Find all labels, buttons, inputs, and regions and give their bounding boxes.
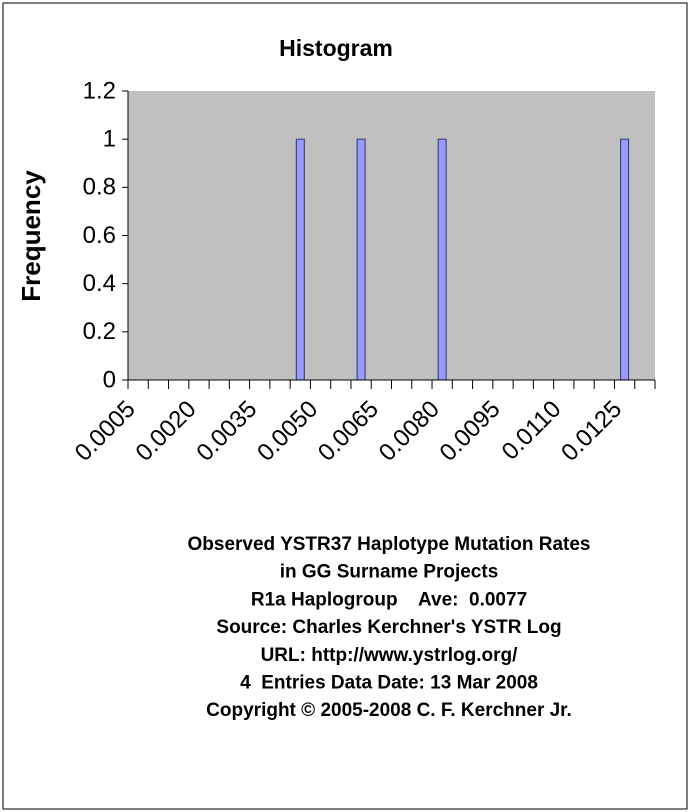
note: 4 Entries Data Date: 13 Mar 2008 (240, 673, 538, 694)
note: R1a Haplogroup Ave: 0.0077 (251, 589, 527, 610)
y-tick-label: 0.6 (83, 222, 116, 249)
y-tick-label: 0.2 (83, 318, 116, 345)
bar (620, 138, 630, 381)
note: in GG Surname Projects (280, 562, 499, 583)
y-tick-label: 0.4 (83, 270, 116, 297)
y-tick-label: 1.2 (83, 77, 116, 104)
y-tick-label: 1 (103, 126, 116, 153)
bar (437, 138, 447, 381)
note: Copyright © 2005-2008 C. F. Kerchner Jr. (206, 700, 572, 721)
note: URL: http://www.ystrlog.org/ (261, 645, 519, 666)
note: Source: Charles Kerchner's YSTR Log (216, 617, 561, 638)
chart-title: Histogram (279, 35, 393, 61)
note: Observed YSTR37 Haplotype Mutation Rates (188, 534, 591, 555)
y-tick-label: 0.8 (83, 174, 116, 201)
y-axis-title: Frequency (16, 170, 46, 302)
bar (295, 138, 305, 381)
y-tick-label: 0 (103, 366, 116, 393)
bar (356, 138, 366, 381)
plot-area (128, 91, 655, 380)
